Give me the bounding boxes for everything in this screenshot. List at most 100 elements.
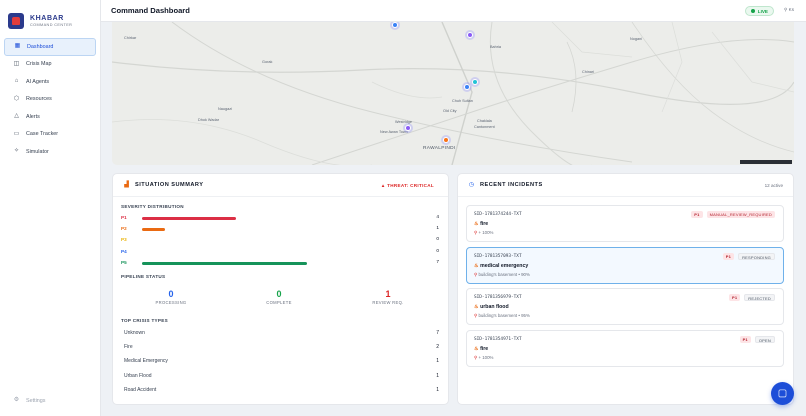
clock-icon: ◷ [468,181,475,188]
pipeline-label: COMPLETE [266,300,292,305]
incident-card[interactable]: SID-1781356979-TXT P1 REJECTED ♨ urban floo… [466,288,784,325]
bot-icon: ⌂ [14,78,19,85]
incident-card[interactable]: SID-1781354971-TXT P1 OPEN ♨ fire ⚲ + 100% [466,329,784,367]
incident-badges: P1 RESPONDING [722,252,775,260]
settings-link[interactable]: ⚙ Settings [13,397,46,404]
flame-icon: ♨ [474,262,481,269]
incident-badges: P1 REJECTED [728,294,775,301]
threat-level-badge: ▲ THREAT: CRITICAL [380,183,434,188]
crisis-type-name: Medical Emergency [124,358,168,365]
crisis-type-row: Medical Emergency 1 [124,358,439,364]
incident-location-text: + 100% [478,230,494,235]
chat-button[interactable]: ▢ [771,382,794,405]
severity-bar [142,261,307,265]
threat-text: THREAT: CRITICAL [387,183,434,188]
incident-type: ♨ medical emergency [474,263,528,269]
crisis-type-name: Fire [124,344,133,351]
grid-icon: ▦ [14,43,21,50]
crisis-map[interactable]: Chirkar Gorak Bahria Chinari Nogani Naug… [112,22,794,165]
map-label: Naugazi [218,107,232,111]
map-label: Chirkar [124,36,137,40]
sidebar-nav: ▦ Dashboard ◫ Crisis Map ⌂ AI Agents ⬡ R… [0,38,100,161]
incident-id: SID-1781374244-TXT [474,212,522,217]
flame-icon: ♨ [474,221,481,227]
live-label: LIVE [757,8,768,14]
severity-row: P1 4 [121,215,439,221]
severity-track [142,228,422,232]
map-label: Bahria [490,45,501,49]
incident-card[interactable]: SID-1781374244-TXT P1 MANUAL_REVIEW_REQUIR… [466,205,784,242]
sidebar-item-dashboard[interactable]: ▦ Dashboard [4,38,96,56]
incident-marker[interactable] [467,32,473,38]
incident-location: ⚲ building's basement • 90% [474,272,530,278]
sidebar: KHABAR COMMAND CENTER ▦ Dashboard ◫ Cris… [0,0,101,416]
page-title: Command Dashboard [111,6,190,15]
incident-type: ♨ fire [474,221,488,227]
severity-track [142,239,422,241]
panel-header: ▟ SITUATION SUMMARY ▲ THREAT: CRITICAL [113,174,448,197]
crisis-type-count: 1 [436,358,439,365]
crisis-types-heading: TOP CRISIS TYPES [121,318,169,323]
severity-row: P3 0 [121,237,439,243]
incident-id: SID-1781356979-TXT [474,295,522,300]
sidebar-item-label: Crisis Map [26,61,52,68]
incident-marker[interactable] [392,22,398,28]
sidebar-item-simulator[interactable]: ✧ Simulator [4,143,96,161]
status-badge: OPEN [754,335,775,343]
map-icon: ◫ [13,60,20,67]
severity-row: P4 0 [121,249,439,255]
incident-location: ⚲ building's basement • 95% [474,313,530,319]
crisis-type-name: Unknown [124,330,145,336]
sidebar-item-alerts[interactable]: △ Alerts [4,108,96,126]
incident-marker[interactable] [443,137,449,143]
chart-icon: ▟ [124,181,129,188]
map-label: Old City [443,109,457,113]
sidebar-item-label: AI Agents [26,78,50,85]
incident-location-text: building's basement • 90% [478,271,530,277]
sidebar-item-resources[interactable]: ⬡ Resources [4,91,96,109]
crisis-type-count: 1 [436,372,439,379]
settings-label: Settings [26,397,46,404]
sidebar-item-label: Resources [26,96,52,103]
map-label: Westridge [395,120,413,124]
sidebar-item-crisis-map[interactable]: ◫ Crisis Map [4,56,96,74]
active-count: 12 active [764,183,783,188]
map-label: Chinari [582,70,595,74]
incident-type-label: fire [480,345,489,352]
map-label: New Awan Town [380,130,408,134]
incident-id: SID-1781354971-TXT [474,336,522,342]
recent-incidents-panel: ◷ RECENT INCIDENTS 12 active SID-1781374… [457,173,794,405]
sidebar-item-case-tracker[interactable]: ▭ Case Tracker [4,126,96,144]
user-menu[interactable]: ⚲ Ks [784,7,794,13]
map-roads [112,22,794,165]
brand[interactable]: KHABAR COMMAND CENTER [0,0,100,34]
pin-icon: ⚲ [474,271,479,277]
incident-type: ♨ fire [474,346,488,352]
incident-marker[interactable] [472,79,478,85]
incident-marker[interactable] [405,125,411,131]
severity-row: P5 7 [121,260,439,266]
severity-count: 7 [436,259,439,265]
incident-id: SID-1781357093-TXT [474,253,522,259]
map-scale-bar [740,160,792,164]
incident-location-text: + 100% [478,354,494,360]
map-label: Gorak [262,60,273,64]
incident-badges: P1 MANUAL_REVIEW_REQUIRED [691,211,775,218]
pipeline-value: 0 [168,289,174,299]
map-label: Chaklala [477,119,492,123]
crisis-type-count: 2 [436,344,439,351]
incident-marker[interactable] [464,84,470,90]
crisis-type-name: Urban Flood [124,372,152,379]
live-dot-icon [750,9,755,13]
sidebar-item-label: Alerts [26,113,40,120]
sidebar-item-ai-agents[interactable]: ⌂ AI Agents [4,73,96,91]
priority-badge: P1 [728,294,741,301]
incident-card[interactable]: SID-1781357093-TXT P1 RESPONDING ♨ medical … [466,246,784,284]
map-label: Chuh Sultan [452,99,473,103]
pin-icon: ⚲ [474,313,479,318]
severity-track [142,261,422,265]
crisis-type-name: Road Accident [124,386,157,393]
sidebar-item-label: Simulator [26,148,49,155]
incident-location-text: building's basement • 95% [478,313,530,318]
package-icon: ⬡ [13,95,20,102]
